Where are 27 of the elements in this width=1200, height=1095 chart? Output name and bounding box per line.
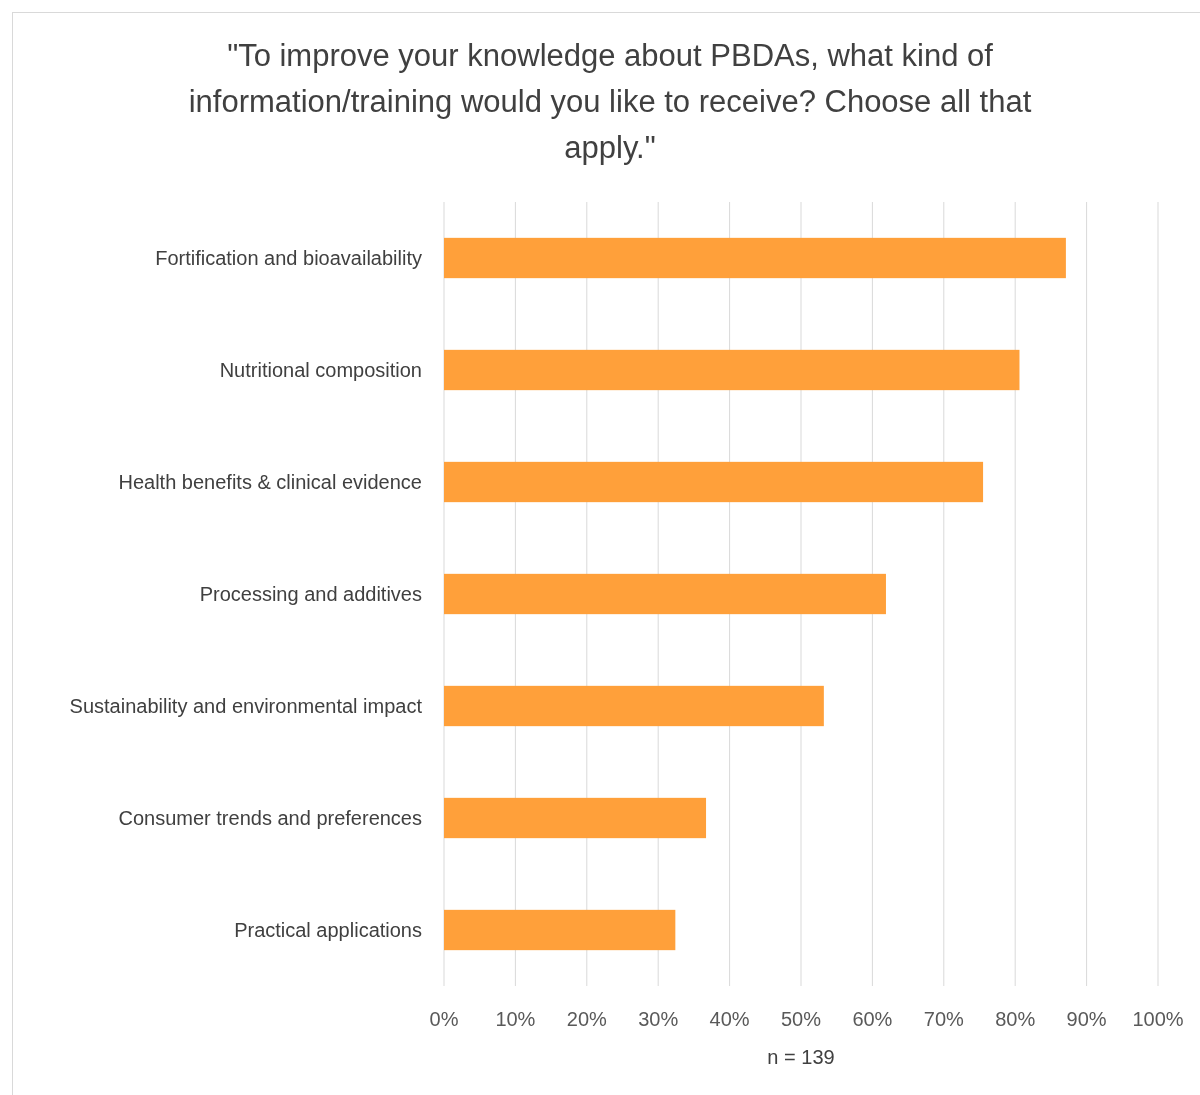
y-tick-label: Sustainability and environmental impact: [69, 695, 423, 717]
x-axis-title: n = 139: [767, 1046, 835, 1068]
bar: [444, 461, 984, 503]
x-tick-label: 100%: [1132, 1008, 1184, 1030]
chart-title: "To improve your knowledge about PBDAs, what kind of information/training would you like to receive? Choose all that apply.": [188, 38, 1032, 165]
x-tick-label: 90%: [1066, 1008, 1107, 1030]
x-tick-label: 70%: [923, 1008, 965, 1030]
bar: [444, 237, 1066, 279]
x-tick-label: 50%: [780, 1008, 822, 1030]
bar: [444, 573, 886, 615]
x-tick-label: 10%: [495, 1008, 536, 1030]
x-tick-label: 30%: [638, 1008, 679, 1030]
x-tick-label: 60%: [852, 1008, 893, 1030]
bar: [444, 685, 824, 727]
bar: [444, 909, 676, 951]
x-tick-label: 0%: [429, 1008, 459, 1030]
y-tick-label: Consumer trends and preferences: [118, 807, 422, 829]
bar: [444, 797, 707, 839]
x-tick-label: 40%: [709, 1008, 750, 1030]
y-tick-label: Health benefits & clinical evidence: [118, 471, 422, 493]
x-tick-label: 80%: [995, 1008, 1036, 1030]
x-tick-label: 20%: [566, 1008, 608, 1030]
y-tick-label: Fortification and bioavailability: [155, 247, 422, 269]
y-tick-label: Processing and additives: [199, 583, 422, 605]
bar: [444, 349, 1020, 391]
y-tick-label: Nutritional composition: [219, 359, 422, 381]
y-tick-label: Practical applications: [234, 919, 422, 941]
